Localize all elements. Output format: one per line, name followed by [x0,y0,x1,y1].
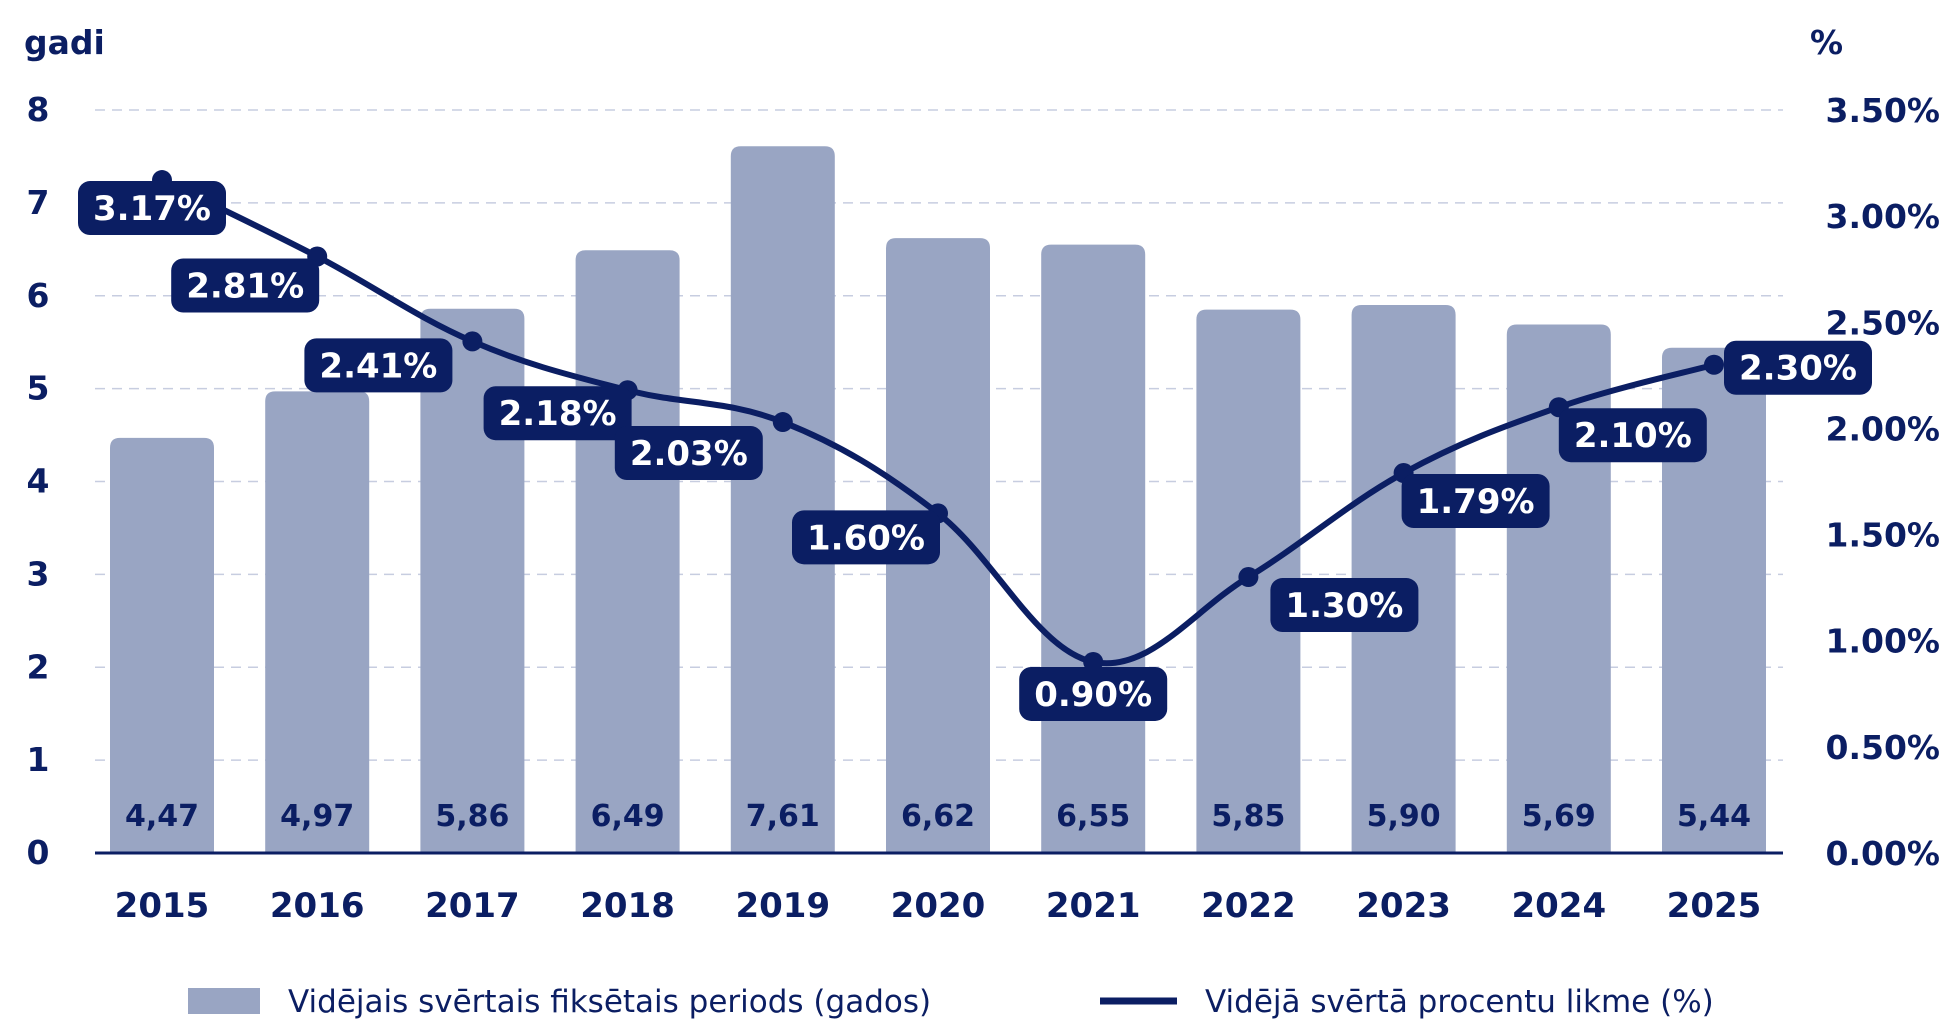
y-right-tick-label: 0.00% [1826,834,1941,873]
rate-value-label: 2.03% [630,434,748,474]
rate-label-pill [78,181,226,236]
legend-bar-label: Vidējais svērtais fiksētais periods (gad… [288,984,931,1020]
x-tick-label: 2018 [580,886,675,926]
y-right-tick-label: 2.50% [1826,303,1941,342]
rate-label-pill [483,386,632,441]
bar-value-label: 5,44 [1677,799,1751,834]
y-left-tick-label: 5 [27,369,50,408]
bar-value-label: 6,62 [901,799,975,834]
rate-label-pill [614,426,763,481]
bar-2016 [265,391,370,853]
legend-line-label: Vidējā svērtā procentu likme (%) [1205,984,1714,1020]
y-left-tick-label: 6 [27,276,50,315]
bar-2017 [420,308,525,853]
rate-point-2025 [1704,354,1724,375]
bar-value-label: 5,86 [435,799,509,834]
x-tick-label: 2025 [1667,886,1762,926]
x-tick-label: 2024 [1511,886,1606,926]
y-right-tick-label: 2.00% [1826,409,1941,448]
rate-value-label: 3.17% [93,189,211,229]
y-left-tick-label: 3 [27,554,50,593]
rate-label-pill [1401,474,1550,529]
bar-value-label: 6,55 [1056,799,1130,834]
y-right-tick-label: 1.50% [1826,516,1941,555]
x-tick-label: 2016 [270,886,365,926]
y-left-tick-label: 1 [27,740,50,779]
bar-value-label: 4,97 [280,799,354,834]
x-tick-label: 2015 [115,886,210,926]
rate-value-label: 1.30% [1285,586,1403,626]
rate-value-label: 2.41% [319,346,437,386]
legend-bar-swatch [188,988,260,1014]
y-right-tick-label: 3.50% [1826,91,1941,130]
bar-value-label: 7,61 [746,799,820,834]
rate-value-label: 2.10% [1574,416,1692,456]
rate-point-2017 [462,331,483,352]
rate-line [160,177,1715,667]
bar-value-label: 4,47 [125,799,199,834]
y-left-tick-label: 7 [27,183,50,222]
rate-label-pill [792,510,940,565]
y-left-tick-label: 4 [27,462,50,501]
x-tick-label: 2021 [1046,886,1141,926]
y-right-tick-label: 3.00% [1826,197,1941,236]
bar-value-label: 5,90 [1367,799,1441,834]
rate-value-label: 2.30% [1739,349,1857,389]
rate-point-2022 [1238,567,1259,588]
rate-value-label: 0.90% [1034,675,1152,715]
y-left-axis-title: gadi [24,23,105,62]
bar-2025 [1662,347,1766,853]
bar-2018 [575,250,680,853]
y-left-tick-label: 0 [27,833,50,872]
bar-value-label: 5,69 [1522,799,1596,834]
x-tick-label: 2023 [1356,886,1451,926]
rate-label-pill [304,338,453,393]
rate-value-label: 2.18% [499,394,617,434]
rate-value-label: 2.81% [186,266,304,306]
y-left-tick-label: 8 [27,90,50,129]
x-tick-label: 2020 [891,886,986,926]
bar-2015 [110,437,214,853]
rate-value-label: 1.79% [1417,482,1535,522]
rate-label-pill [171,258,320,313]
legend: Vidējais svērtais fiksētais periods (gad… [188,984,1714,1020]
rate-point-2019 [772,412,793,433]
x-tick-label: 2019 [735,886,830,926]
y-left-tick-label: 2 [27,647,50,686]
bar-2019 [730,146,835,853]
bar-value-label: 6,49 [591,799,665,834]
bar-2021 [1041,244,1146,853]
line-value-labels: 3.17% 2.81% 2.41% 2.18% 2.03% 1.60% 0.90% 1.30%… [78,181,1872,721]
rate-label-pill [1270,578,1419,633]
x-tick-label: 2022 [1201,886,1296,926]
rate-label-pill [1019,666,1168,721]
y-right-tick-label: 1.00% [1826,622,1941,661]
axes: 2015 2016 2017 2018 2019 2020 2021 2022 2023 2024… [24,23,1940,926]
y-right-tick-label: 0.50% [1826,728,1941,767]
y-right-axis-title: % [1810,23,1843,62]
bar-value-label: 5,85 [1211,799,1285,834]
rate-value-label: 1.60% [807,518,925,558]
rate-label-pill [1558,408,1707,463]
rate-label-pill [1724,340,1872,395]
x-tick-label: 2017 [425,886,520,926]
